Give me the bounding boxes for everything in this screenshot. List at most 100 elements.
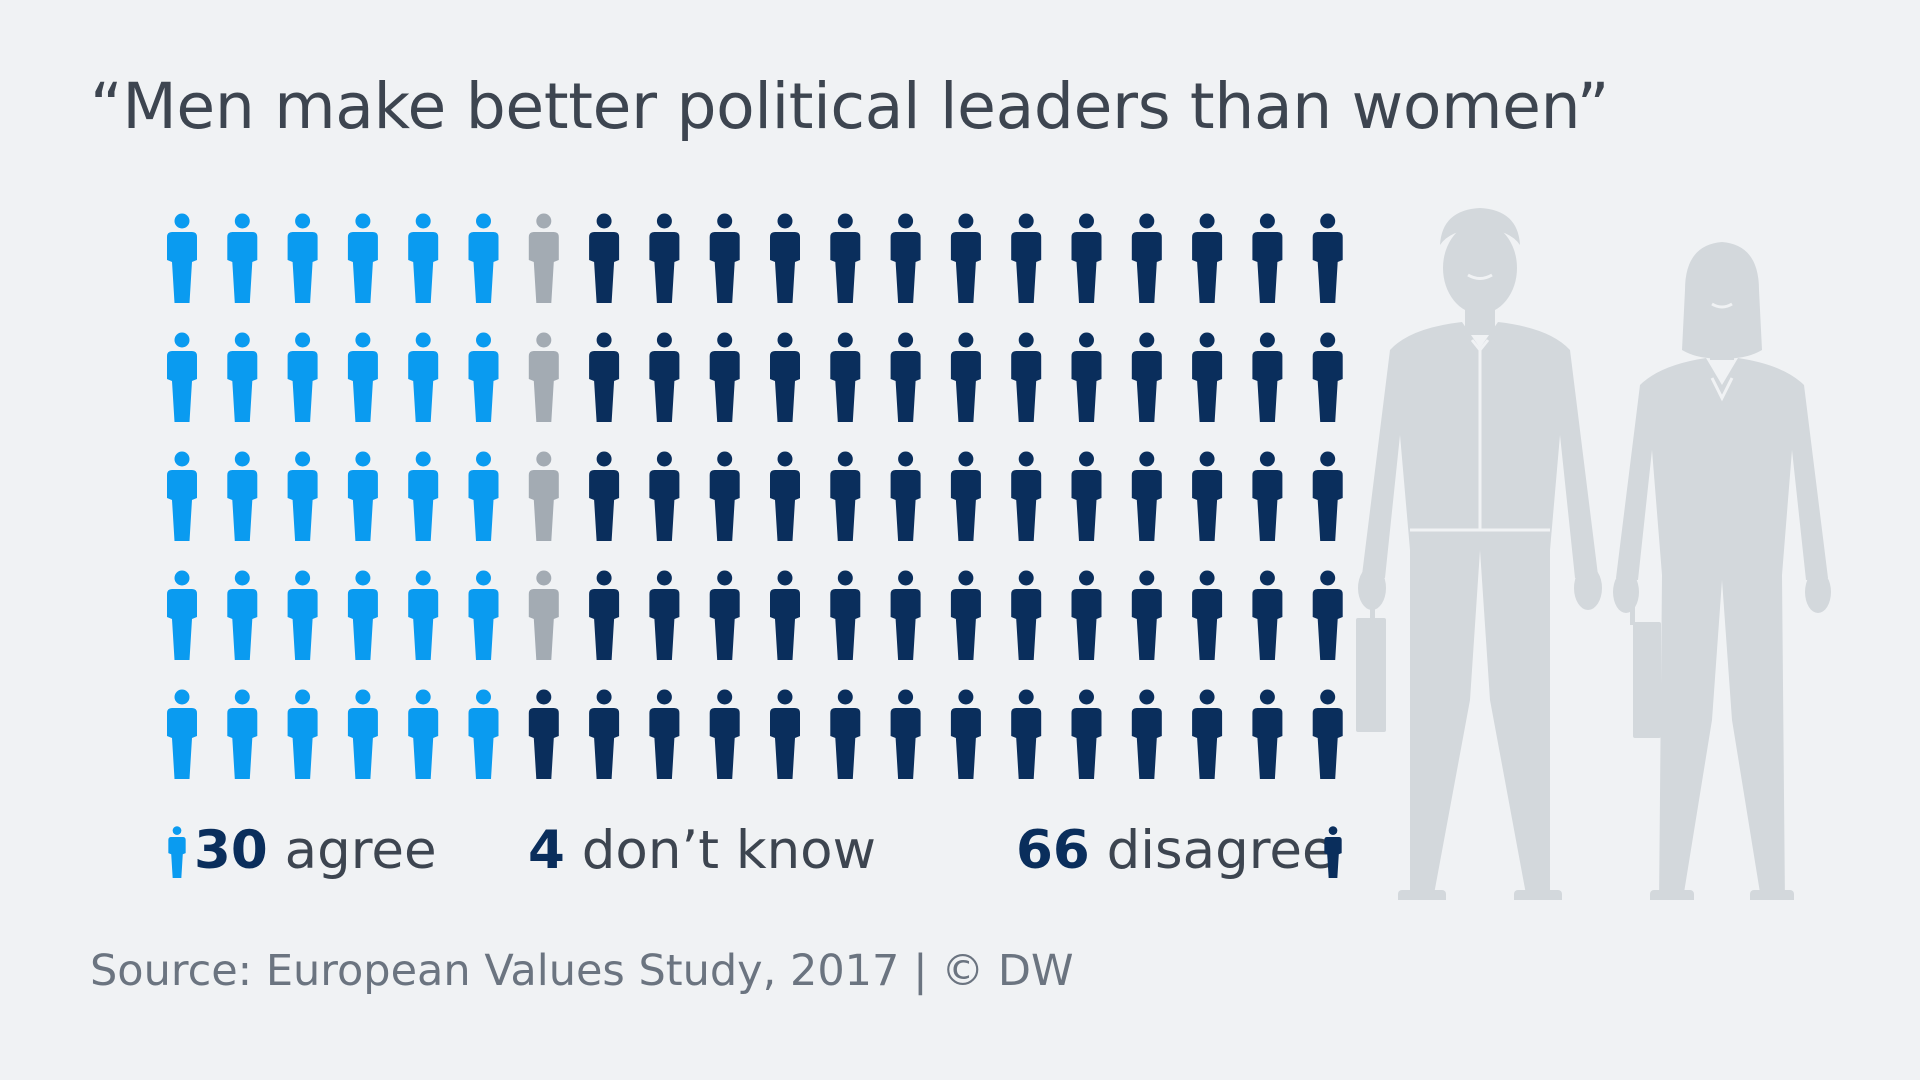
source-note: Source: European Values Study, 2017 | © … <box>90 946 1074 996</box>
person-icon-agree <box>287 570 318 660</box>
person-icon-disagree <box>1011 570 1042 660</box>
person-icon-agree <box>287 451 318 541</box>
person-icon-disagree <box>1192 570 1223 660</box>
person-icon-disagree <box>1071 570 1102 660</box>
person-icon-disagree <box>1312 570 1343 660</box>
person-icon-disagree <box>1131 689 1162 779</box>
person-icon-agree <box>347 451 378 541</box>
person-icon-agree <box>167 570 197 660</box>
person-icon-agree <box>287 332 318 422</box>
person-icon-disagree <box>1312 451 1343 541</box>
chart-title: “Men make better political leaders than … <box>90 70 1610 143</box>
person-icon-agree <box>408 332 439 422</box>
person-icon-disagree <box>1312 689 1343 779</box>
person-icon-agree <box>408 213 439 303</box>
person-icon-agree <box>287 213 318 303</box>
person-icon-disagree <box>1071 451 1102 541</box>
person-icon-disagree <box>1011 332 1042 422</box>
person-icon-agree <box>167 213 197 303</box>
person-icon-agree <box>347 570 378 660</box>
person-icon-disagree <box>709 689 740 779</box>
person-icon-disagree <box>770 332 800 422</box>
person-icon-dont_know <box>528 213 559 303</box>
person-icon-agree <box>347 213 378 303</box>
person-icon-disagree <box>649 689 680 779</box>
person-icon-disagree <box>1192 332 1223 422</box>
person-icon-disagree <box>830 689 861 779</box>
person-icon-disagree <box>709 332 740 422</box>
person-icon-agree <box>227 689 258 779</box>
person-icon-disagree <box>649 451 680 541</box>
person-icon-agree <box>468 213 499 303</box>
person-icon-disagree <box>589 570 620 660</box>
person-icon-disagree <box>709 213 740 303</box>
business-people-illustration <box>1356 208 1831 900</box>
businesswoman-icon <box>1613 242 1831 900</box>
person-icon-disagree <box>1071 332 1102 422</box>
businessman-icon <box>1356 208 1602 900</box>
person-icon-disagree <box>830 570 861 660</box>
person-icon-disagree <box>649 332 680 422</box>
person-icon-agree <box>347 689 378 779</box>
person-icon-agree <box>468 332 499 422</box>
person-icon-disagree <box>1071 213 1102 303</box>
disagree-person-icon <box>1324 826 1342 878</box>
person-icon-agree <box>408 451 439 541</box>
person-icon-disagree <box>1131 332 1162 422</box>
person-icon-disagree <box>1252 213 1283 303</box>
person-icon-agree <box>468 451 499 541</box>
agree-person-icon <box>168 826 186 878</box>
person-icon-disagree <box>1131 213 1162 303</box>
dont-know-value: 4 <box>528 820 565 881</box>
legend-dont-know: 4 don’t know <box>528 818 876 884</box>
person-icon-disagree <box>1131 451 1162 541</box>
person-icon-disagree <box>528 689 559 779</box>
person-icon-disagree <box>830 213 861 303</box>
person-icon-agree <box>227 332 258 422</box>
person-icon-disagree <box>649 213 680 303</box>
person-icon-disagree <box>1011 213 1042 303</box>
person-icon-disagree <box>1192 689 1223 779</box>
person-icon-disagree <box>770 451 800 541</box>
person-icon-disagree <box>709 451 740 541</box>
person-icon-agree <box>408 570 439 660</box>
person-icon-agree <box>347 332 378 422</box>
person-icon-disagree <box>950 689 981 779</box>
person-icon-dont_know <box>528 332 559 422</box>
agree-value: 30 <box>194 820 268 881</box>
person-icon-disagree <box>1192 451 1223 541</box>
person-icon-disagree <box>770 213 800 303</box>
disagree-value: 66 <box>1016 820 1090 881</box>
disagree-label: disagree <box>1106 820 1335 881</box>
person-icon-disagree <box>1252 332 1283 422</box>
person-icon-disagree <box>1011 689 1042 779</box>
person-icon-agree <box>287 689 318 779</box>
person-icon-agree <box>227 213 258 303</box>
illustration-details <box>1410 273 1734 532</box>
person-icon-disagree <box>890 213 921 303</box>
person-icon-disagree <box>1252 689 1283 779</box>
person-icon-disagree <box>890 689 921 779</box>
dont-know-label: don’t know <box>581 820 876 881</box>
person-icon-agree <box>408 689 439 779</box>
person-icon-disagree <box>890 570 921 660</box>
person-icon-disagree <box>830 451 861 541</box>
person-icon-agree <box>227 451 258 541</box>
person-icon-disagree <box>709 570 740 660</box>
person-icon-agree <box>468 570 499 660</box>
person-icon-disagree <box>1131 570 1162 660</box>
person-icon-disagree <box>1252 570 1283 660</box>
person-icon-disagree <box>1192 213 1223 303</box>
agree-label: agree <box>284 820 437 881</box>
person-icon-disagree <box>649 570 680 660</box>
person-icon-disagree <box>890 451 921 541</box>
person-icon-disagree <box>589 451 620 541</box>
person-icon-dont_know <box>528 451 559 541</box>
person-icon-disagree <box>589 689 620 779</box>
person-icon-disagree <box>1312 213 1343 303</box>
person-icon-disagree <box>950 570 981 660</box>
person-icon-disagree <box>589 332 620 422</box>
person-icon-agree <box>167 689 197 779</box>
person-icon-disagree <box>770 570 800 660</box>
